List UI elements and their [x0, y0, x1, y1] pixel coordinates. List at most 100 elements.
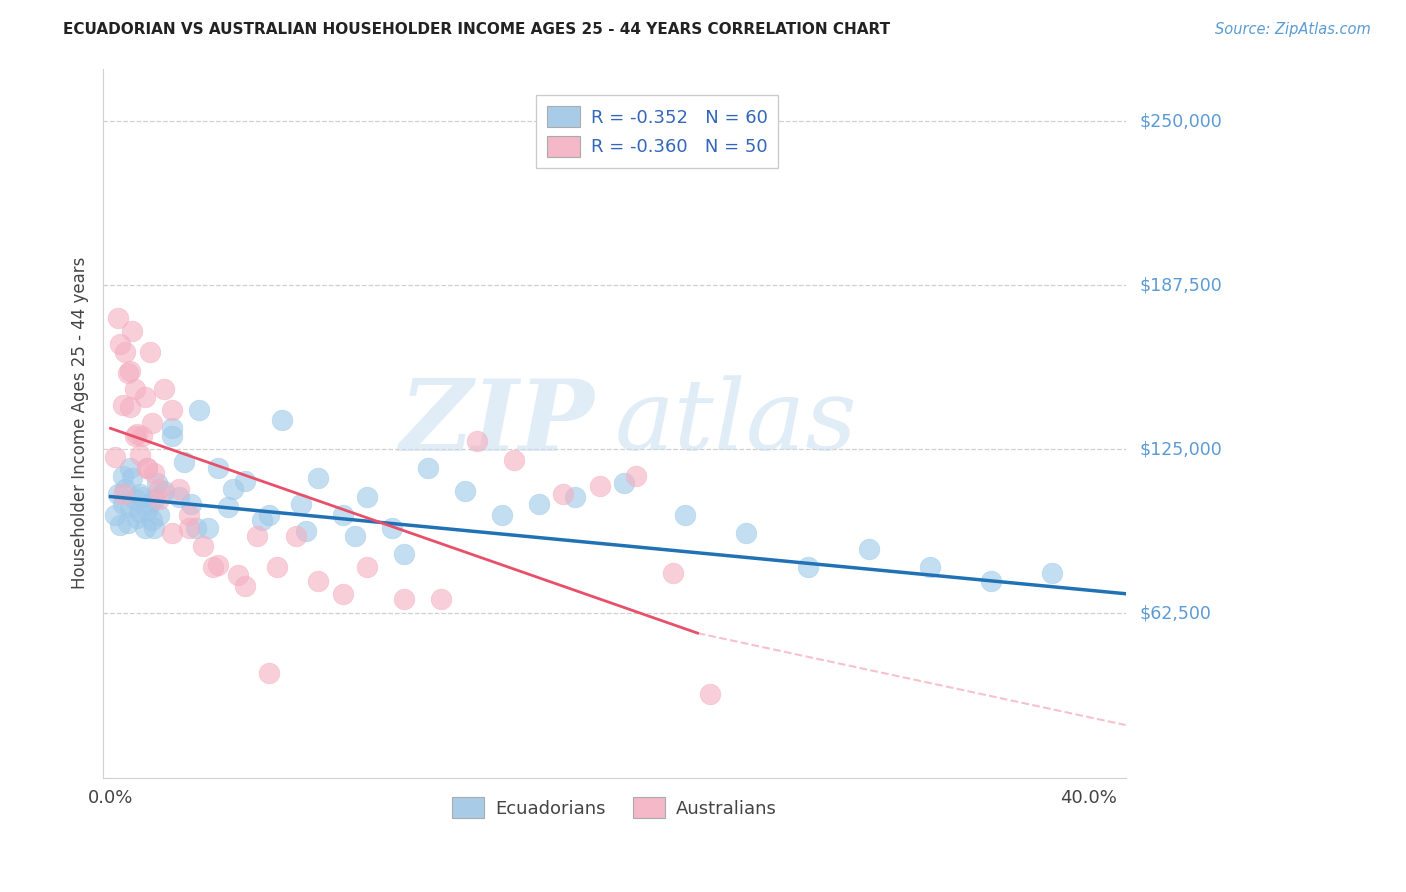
Point [246, 529, 269, 543]
Point [207, 558, 229, 572]
Point [332, 587, 354, 601]
Point [160, 403, 183, 417]
Point [250, 513, 273, 527]
Point [143, 466, 166, 480]
Point [392, 592, 415, 607]
Legend: Ecuadorians, Australians: Ecuadorians, Australians [444, 790, 785, 825]
Point [134, 521, 156, 535]
Point [259, 665, 281, 680]
Point [197, 521, 219, 535]
Point [121, 324, 143, 338]
Point [662, 566, 685, 580]
Point [136, 460, 159, 475]
Point [153, 382, 176, 396]
Point [124, 429, 146, 443]
Point [111, 398, 134, 412]
Point [143, 521, 166, 535]
Point [699, 686, 721, 700]
Point [613, 476, 636, 491]
Point [107, 487, 129, 501]
Point [111, 468, 134, 483]
Point [131, 490, 153, 504]
Point [356, 560, 378, 574]
Point [127, 510, 149, 524]
Point [128, 448, 150, 462]
Point [233, 579, 256, 593]
Point [491, 508, 513, 522]
Point [141, 416, 163, 430]
Point [918, 560, 941, 574]
Point [110, 518, 132, 533]
Point [114, 345, 136, 359]
Text: $250,000: $250,000 [1139, 112, 1222, 130]
Point [222, 482, 245, 496]
Point [1040, 566, 1063, 580]
Point [217, 500, 239, 514]
Point [148, 482, 170, 496]
Point [128, 505, 150, 519]
Point [381, 521, 404, 535]
Point [796, 560, 818, 574]
Point [551, 487, 574, 501]
Point [177, 521, 200, 535]
Point [202, 560, 225, 574]
Point [118, 460, 141, 475]
Point [118, 500, 141, 514]
Point [295, 524, 318, 538]
Point [138, 345, 160, 359]
Point [148, 492, 170, 507]
Point [392, 547, 415, 561]
Point [307, 574, 329, 588]
Point [107, 310, 129, 325]
Point [285, 529, 308, 543]
Point [290, 498, 312, 512]
Point [143, 492, 166, 507]
Point [259, 508, 281, 522]
Text: $62,500: $62,500 [1139, 605, 1212, 623]
Point [111, 498, 134, 512]
Point [134, 390, 156, 404]
Point [141, 513, 163, 527]
Y-axis label: Householder Income Ages 25 - 44 years: Householder Income Ages 25 - 44 years [72, 257, 89, 590]
Point [127, 426, 149, 441]
Point [173, 455, 195, 469]
Point [104, 450, 127, 465]
Point [117, 366, 139, 380]
Point [114, 482, 136, 496]
Point [118, 401, 141, 415]
Point [735, 526, 758, 541]
Point [418, 460, 440, 475]
Point [503, 452, 526, 467]
Point [307, 471, 329, 485]
Point [344, 529, 367, 543]
Point [467, 434, 489, 449]
Point [207, 460, 229, 475]
Point [160, 526, 183, 541]
Point [124, 492, 146, 507]
Point [160, 429, 183, 443]
Point [233, 474, 256, 488]
Point [332, 508, 354, 522]
Text: $187,500: $187,500 [1139, 277, 1222, 294]
Point [187, 403, 209, 417]
Point [167, 482, 190, 496]
Point [110, 337, 132, 351]
Point [128, 487, 150, 501]
Point [226, 568, 249, 582]
Point [356, 490, 378, 504]
Text: ZIP: ZIP [399, 375, 593, 471]
Point [193, 540, 215, 554]
Point [117, 516, 139, 530]
Point [266, 560, 288, 574]
Point [167, 490, 190, 504]
Point [104, 508, 127, 522]
Text: Source: ZipAtlas.com: Source: ZipAtlas.com [1215, 22, 1371, 37]
Point [184, 521, 207, 535]
Point [564, 490, 586, 504]
Point [177, 508, 200, 522]
Point [111, 487, 134, 501]
Point [146, 476, 169, 491]
Point [673, 508, 696, 522]
Point [180, 498, 202, 512]
Text: atlas: atlas [614, 376, 858, 471]
